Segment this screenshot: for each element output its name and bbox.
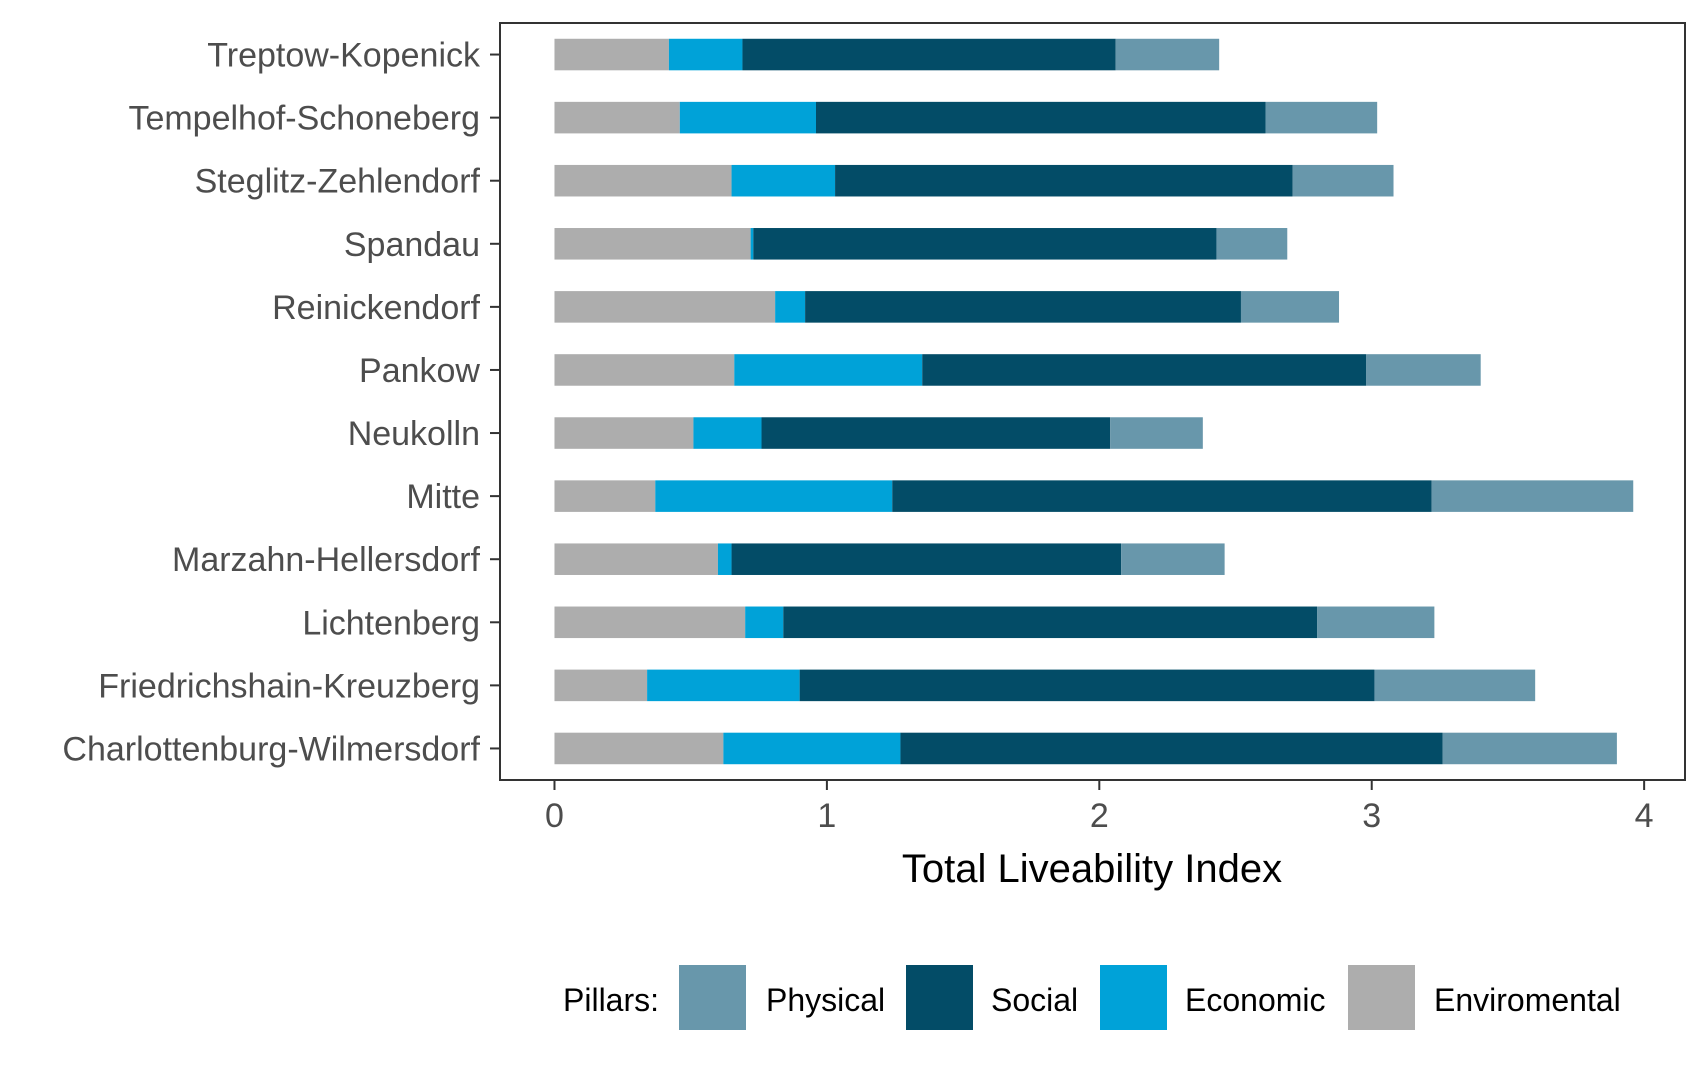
- x-tick-label: 2: [1090, 797, 1109, 835]
- y-tick-label: Spandau: [344, 226, 480, 264]
- bar-physical-tempelhof-schoneberg: [1265, 101, 1378, 134]
- x-tick-label: 1: [817, 797, 836, 835]
- bar-physical-charlottenburg-wilmersdorf: [1442, 732, 1617, 765]
- y-tick-label: Tempelhof-Schoneberg: [128, 100, 480, 138]
- legend-label-physical: Physical: [766, 982, 885, 1018]
- y-tick-label: Reinickendorf: [272, 289, 480, 327]
- bars-group: [554, 38, 1634, 765]
- bar-physical-spandau: [1216, 228, 1288, 260]
- bar-economic-spandau: [750, 228, 754, 260]
- bar-economic-steglitz-zehlendorf: [731, 164, 836, 197]
- bar-enviromental-charlottenburg-wilmersdorf: [554, 732, 724, 765]
- bar-physical-reinickendorf: [1240, 291, 1340, 323]
- bar-physical-pankow: [1366, 354, 1481, 386]
- bar-social-pankow: [922, 354, 1367, 386]
- y-tick-label: Friedrichshain-Kreuzberg: [98, 667, 480, 705]
- bar-economic-neukolln: [693, 417, 762, 449]
- bar-social-spandau: [753, 228, 1217, 260]
- y-tick-label: Treptow-Kopenick: [207, 37, 481, 75]
- bar-economic-mitte: [655, 480, 893, 512]
- bar-economic-treptow-kopenick: [668, 38, 743, 71]
- bar-economic-friedrichshain-kreuzberg: [647, 669, 800, 702]
- bar-physical-treptow-kopenick: [1115, 38, 1220, 71]
- bar-economic-marzahn-hellersdorf: [717, 543, 732, 575]
- y-tick-label: Marzahn-Hellersdorf: [172, 541, 481, 579]
- bar-economic-charlottenburg-wilmersdorf: [723, 732, 901, 765]
- bar-enviromental-mitte: [554, 480, 656, 512]
- bar-social-friedrichshain-kreuzberg: [799, 669, 1375, 702]
- bar-social-marzahn-hellersdorf: [731, 543, 1122, 575]
- panel-border: [499, 22, 1686, 781]
- bar-physical-neukolln: [1110, 417, 1203, 449]
- bar-social-treptow-kopenick: [742, 38, 1116, 71]
- legend-key-physical: [679, 965, 746, 1030]
- bar-social-tempelhof-schoneberg: [816, 101, 1266, 134]
- bar-enviromental-reinickendorf: [554, 291, 776, 323]
- legend-key-economic: [1100, 965, 1167, 1030]
- bar-enviromental-friedrichshain-kreuzberg: [554, 669, 648, 702]
- bar-enviromental-treptow-kopenick: [554, 38, 669, 71]
- legend-label-social: Social: [991, 982, 1078, 1018]
- bar-social-mitte: [892, 480, 1432, 512]
- y-tick-label: Mitte: [406, 478, 480, 516]
- x-axis: 0 1 2 3 4: [545, 780, 1654, 835]
- bar-enviromental-lichtenberg: [554, 606, 746, 639]
- y-tick-label: Neukolln: [348, 415, 480, 453]
- bar-enviromental-spandau: [554, 228, 751, 260]
- bar-physical-mitte: [1431, 480, 1634, 512]
- bar-social-charlottenburg-wilmersdorf: [900, 732, 1443, 765]
- y-tick-label: Steglitz-Zehlendorf: [195, 163, 481, 201]
- bar-enviromental-steglitz-zehlendorf: [554, 164, 732, 197]
- bar-social-neukolln: [761, 417, 1111, 449]
- bar-physical-marzahn-hellersdorf: [1121, 543, 1225, 575]
- bar-enviromental-neukolln: [554, 417, 694, 449]
- legend-key-social: [906, 965, 973, 1030]
- bar-enviromental-tempelhof-schoneberg: [554, 101, 680, 134]
- legend-label-enviromental: Enviromental: [1434, 982, 1621, 1018]
- legend-label-economic: Economic: [1185, 982, 1326, 1018]
- bar-economic-pankow: [734, 354, 923, 386]
- legend-title: Pillars:: [563, 982, 659, 1018]
- x-tick-label: 4: [1635, 797, 1654, 835]
- bar-social-reinickendorf: [805, 291, 1241, 323]
- x-tick-label: 3: [1362, 797, 1381, 835]
- bar-economic-tempelhof-schoneberg: [679, 101, 816, 134]
- legend: Pillars: Physical Social Economic Enviromen…: [563, 965, 1621, 1030]
- bar-enviromental-marzahn-hellersdorf: [554, 543, 718, 575]
- x-tick-label: 0: [545, 797, 564, 835]
- bar-physical-friedrichshain-kreuzberg: [1374, 669, 1536, 702]
- bar-economic-reinickendorf: [775, 291, 806, 323]
- y-tick-label: Pankow: [359, 352, 480, 390]
- bar-physical-steglitz-zehlendorf: [1292, 164, 1394, 197]
- legend-key-enviromental: [1348, 965, 1415, 1030]
- bar-social-steglitz-zehlendorf: [835, 164, 1293, 197]
- bar-physical-lichtenberg: [1317, 606, 1435, 639]
- y-tick-label: Charlottenburg-Wilmersdorf: [62, 730, 480, 768]
- x-axis-title: Total Liveability Index: [902, 847, 1282, 891]
- y-tick-label: Lichtenberg: [302, 604, 480, 642]
- bar-economic-lichtenberg: [745, 606, 784, 639]
- y-axis: Treptow-Kopenick Tempelhof-Schoneberg Steg…: [62, 37, 500, 768]
- bar-social-lichtenberg: [783, 606, 1318, 639]
- bar-enviromental-pankow: [554, 354, 735, 386]
